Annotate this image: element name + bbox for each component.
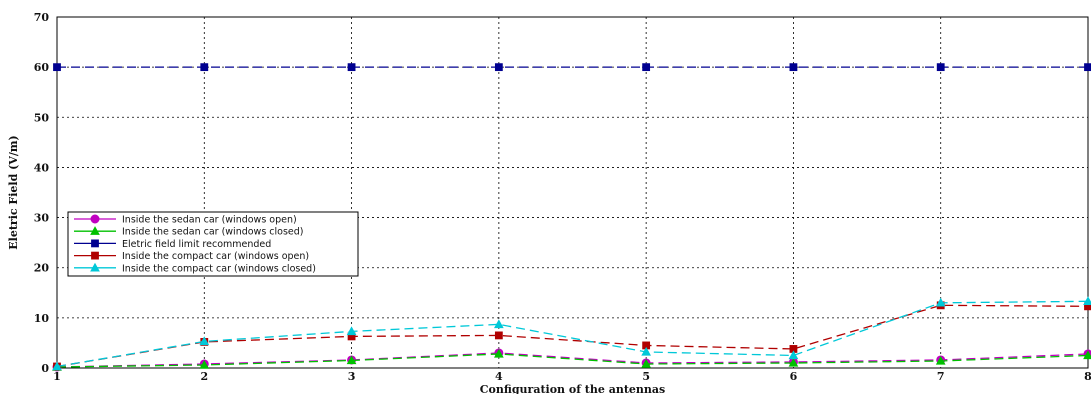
data-point (641, 346, 651, 356)
legend: Inside the sedan car (windows open)Insid… (67, 211, 359, 277)
series-line (56, 353, 1089, 368)
x-tick-label: 6 (790, 370, 798, 383)
y-tick-label: 50 (34, 111, 50, 124)
legend-label: Eletric field limit recommended (122, 239, 271, 250)
legend-label: Inside the sedan car (windows open) (122, 215, 297, 226)
series-line (56, 304, 1089, 368)
series-triangle (52, 348, 1091, 371)
x-tick-label: 7 (937, 370, 945, 383)
data-point (936, 63, 945, 72)
y-tick-label: 10 (34, 312, 50, 325)
data-point (935, 355, 946, 365)
data-point (346, 355, 357, 365)
data-point (641, 358, 651, 368)
series-line (56, 352, 1089, 368)
series-group (52, 63, 1091, 372)
series-square (53, 63, 1091, 72)
data-point (494, 331, 503, 340)
x-tick-label: 3 (348, 370, 356, 383)
grid (57, 17, 1088, 368)
series-triangle (52, 296, 1091, 371)
x-tick-label: 1 (53, 370, 61, 383)
data-point (494, 63, 503, 72)
data-point (1084, 63, 1091, 72)
data-point (642, 63, 651, 72)
legend-box (67, 211, 359, 277)
plot-frame (56, 16, 1089, 369)
legend-label: Inside the compact car (windows open) (122, 251, 309, 262)
y-tick-label: 0 (41, 362, 49, 375)
axis-ticks: 1 2 3 4 5 6 7 8 0 10 20 30 40 50 60 70 (34, 11, 1091, 383)
data-point (347, 63, 356, 72)
data-point (494, 348, 504, 358)
x-tick-label: 5 (642, 370, 650, 383)
data-point (91, 251, 99, 260)
data-point (199, 336, 210, 346)
y-tick-label: 60 (34, 61, 50, 74)
data-point (90, 262, 100, 272)
x-axis-title: Configuration of the antennas (480, 383, 665, 394)
x-tick-label: 8 (1084, 370, 1091, 383)
data-point (1083, 350, 1091, 360)
y-tick-label: 40 (34, 161, 50, 174)
data-point (90, 226, 100, 235)
x-tick-label: 4 (495, 370, 503, 383)
series-square (53, 301, 1091, 371)
data-point (788, 357, 799, 367)
data-point (935, 297, 946, 307)
data-point (199, 359, 210, 369)
y-tick-label: 70 (34, 11, 50, 24)
y-tick-label: 20 (34, 262, 50, 275)
data-point (52, 361, 62, 371)
data-point (789, 63, 798, 72)
series-line (56, 300, 1089, 368)
data-point (788, 350, 799, 360)
y-axis-title: Eletric Field (V/m) (7, 135, 20, 249)
data-point (1083, 296, 1091, 306)
data-point (494, 319, 504, 329)
legend-label: Inside the compact car (windows closed) (122, 263, 316, 274)
data-point (200, 63, 209, 72)
data-point (53, 63, 61, 72)
x-tick-label: 2 (200, 370, 208, 383)
y-tick-label: 30 (34, 212, 50, 225)
legend-label: Inside the sedan car (windows closed) (122, 227, 304, 238)
data-point (346, 326, 357, 336)
data-point (91, 239, 99, 248)
data-point (90, 214, 100, 224)
